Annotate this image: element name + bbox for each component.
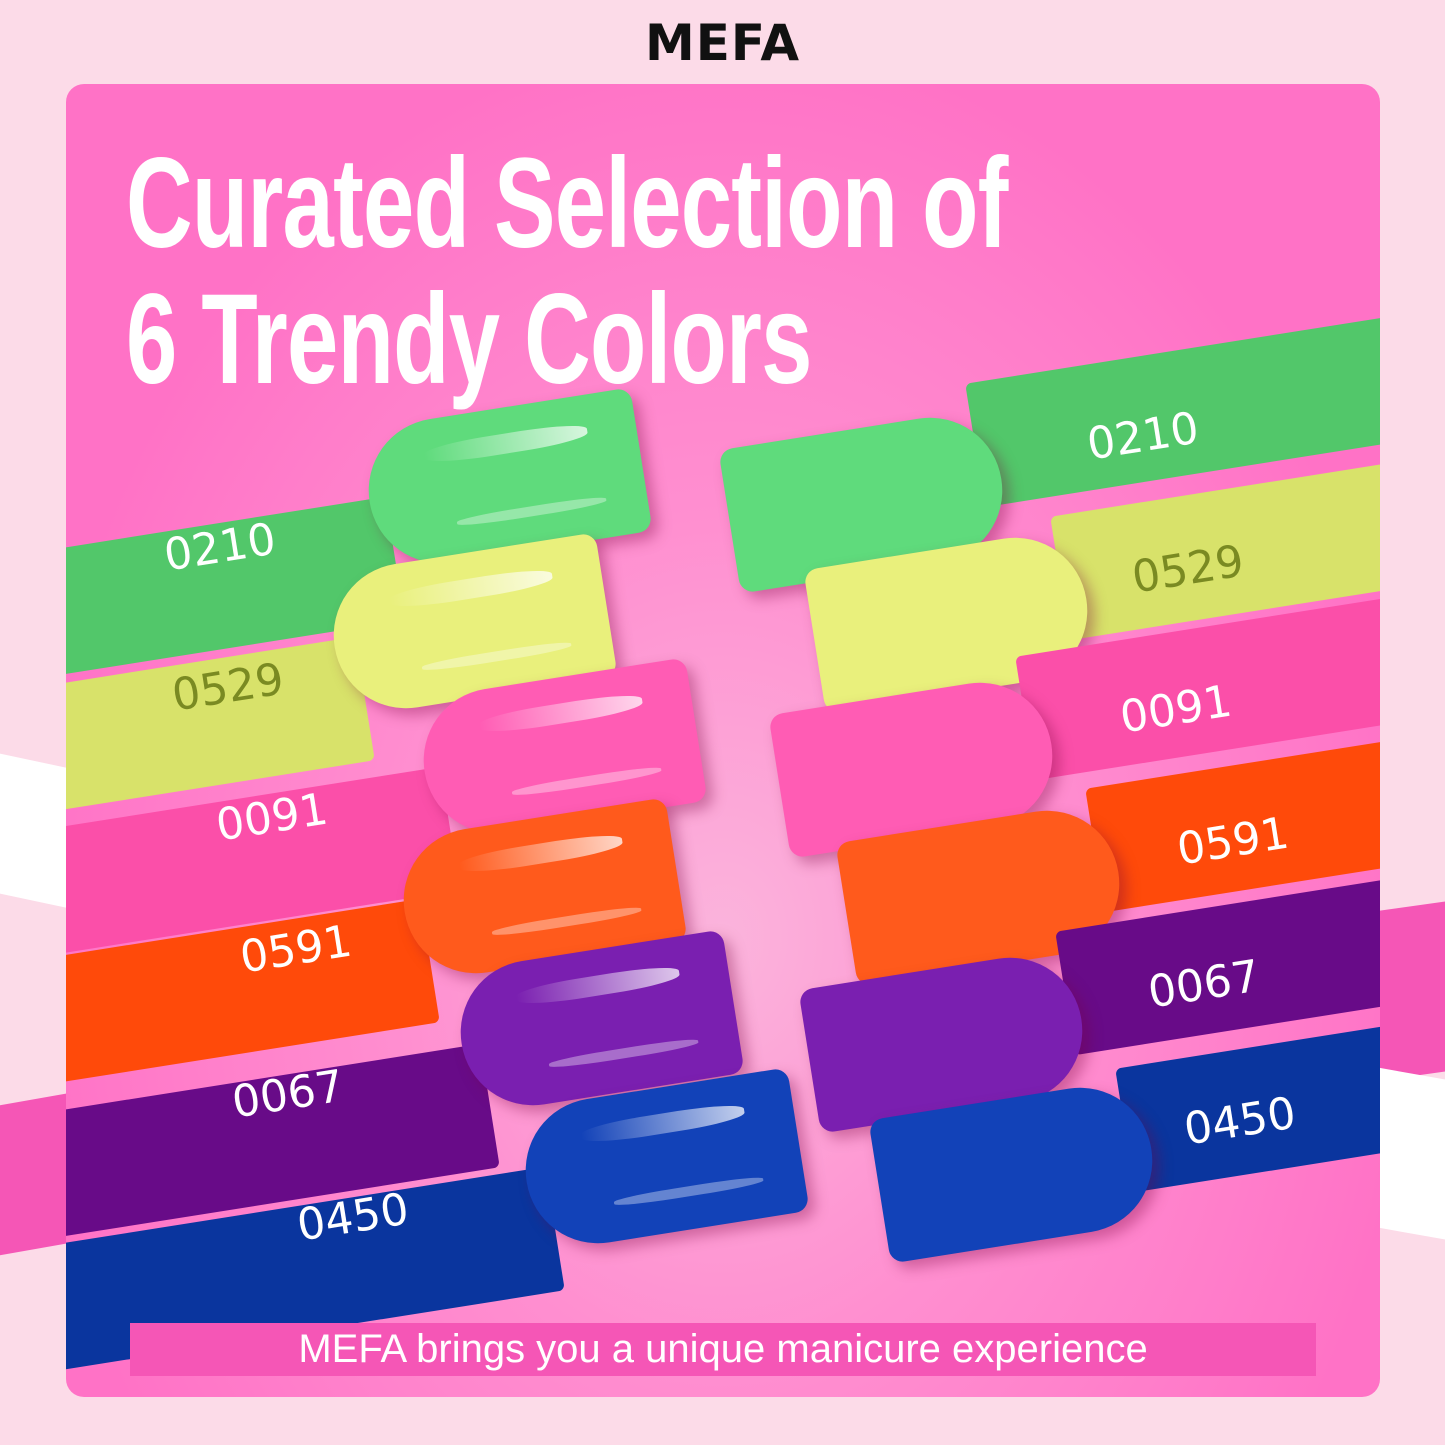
headline-line-2: 6 Trendy Colors xyxy=(126,268,812,411)
tagline-banner: MEFA brings you a unique manicure experi… xyxy=(130,1323,1316,1376)
headline-line-1: Curated Selection of xyxy=(126,132,1008,275)
brand-logo: MEFA xyxy=(644,14,801,72)
headline: Curated Selection of 6 Trendy Colors xyxy=(126,136,1008,408)
nail-glossy-0210 xyxy=(357,386,653,574)
product-card: Curated Selection of 6 Trendy Colors 021… xyxy=(66,84,1380,1397)
